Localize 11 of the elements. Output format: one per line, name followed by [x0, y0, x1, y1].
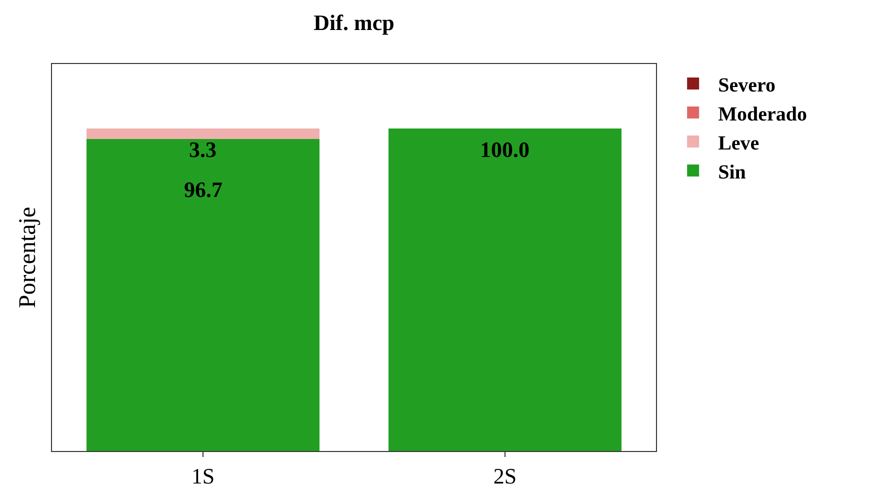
- x-tick-label: 1S: [191, 463, 215, 488]
- legend-label: Sin: [718, 161, 746, 184]
- data-label: 100.0: [480, 137, 530, 162]
- legend-label: Leve: [718, 132, 760, 154]
- chart-title: Dif. mcp: [314, 10, 394, 36]
- data-label: 3.3: [189, 137, 216, 162]
- legend-label: Moderado: [718, 103, 807, 126]
- x-tick-label: 2S: [493, 463, 517, 488]
- data-label: 96.7: [184, 177, 222, 202]
- y-axis-title: Porcentaje: [15, 206, 42, 308]
- legend-label: Severo: [718, 74, 776, 96]
